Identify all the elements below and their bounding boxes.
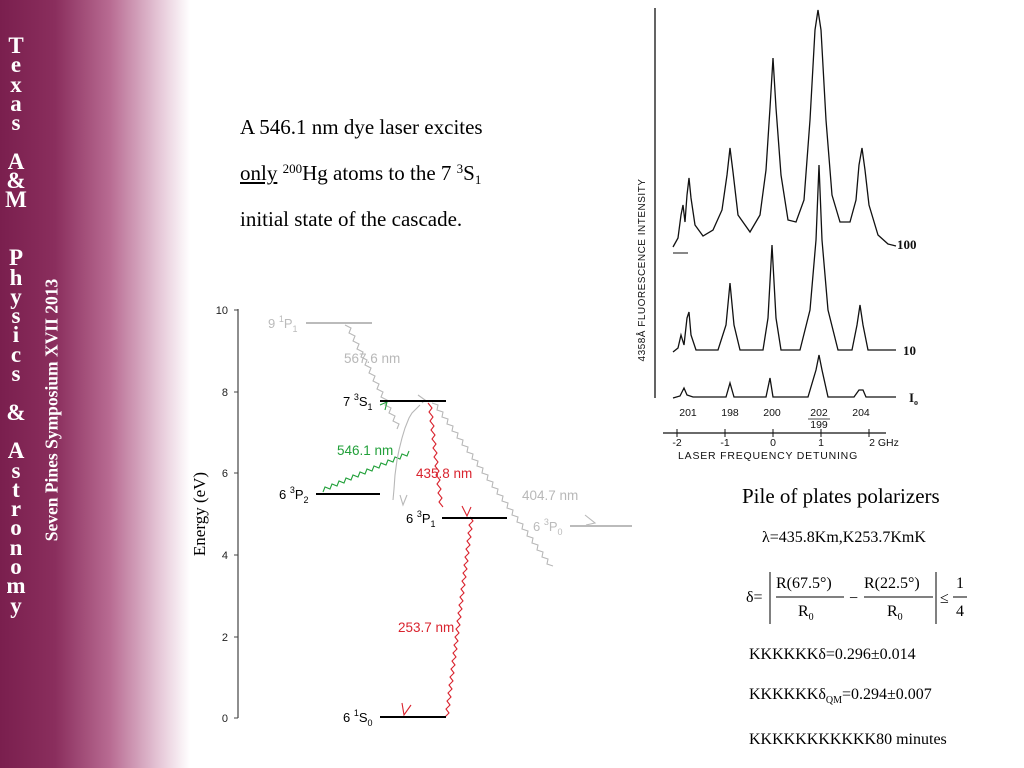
x-tick-label: 1 <box>818 437 824 449</box>
transition-label-436: 435.8 nm <box>416 466 472 481</box>
sidebar-banner: T e x a s A & M P h y s i c s & A s t r … <box>0 0 190 768</box>
level-label-6P2: 6 3P2 <box>279 485 309 505</box>
denominator-a: R0 <box>798 603 814 623</box>
level-label-9P1: 9 1P1 <box>268 314 298 334</box>
isotope-label: 204 <box>852 407 870 419</box>
delta-formula: δ= R(67.5°) R0 − R(22.5°) R0 ≤ 1 4 <box>746 572 967 624</box>
y-tick-label: 2 <box>222 632 228 644</box>
isotope-label: 201 <box>679 407 697 419</box>
y-tick-label: 8 <box>222 387 228 399</box>
transition-label-567: 567.6 nm <box>344 351 400 366</box>
intro-line-1: A 546.1 nm dye laser excites <box>240 115 483 139</box>
state-letter: S <box>463 161 475 185</box>
fraction-numerator: 1 <box>956 575 964 592</box>
y-tick-label: 4 <box>222 550 228 562</box>
fraction-denominator: 4 <box>956 603 964 620</box>
transition-546-wave <box>322 450 410 493</box>
trace-10-I0 <box>672 164 896 353</box>
spectrum-y-label: 4358Å FLUORESCENCE INTENSITY <box>635 179 648 362</box>
x-tick-label: -1 <box>720 437 729 449</box>
trace-I0 <box>672 354 896 399</box>
isotope-label: 198 <box>721 407 739 419</box>
transition-label-546: 546.1 nm <box>337 443 393 458</box>
y-axis-label: Energy (eV) <box>190 472 209 556</box>
transition-label-405: 404.7 nm <box>522 488 578 503</box>
y-tick-label: 0 <box>222 713 228 725</box>
measured-delta: KKKKKKδ=0.296±0.014 <box>749 646 916 663</box>
leq-sign: ≤ <box>940 590 949 607</box>
transition-567-wave <box>344 324 400 430</box>
numerator-b: R(22.5°) <box>864 575 920 592</box>
vertical-title: T e x a s A & M P h y s i c s & A s t r … <box>5 33 27 618</box>
qm-delta: KKKKKKδQM=0.294±0.007 <box>749 686 932 706</box>
level-label-6P0: 6 3P0 <box>533 517 563 537</box>
polarizers-title: Pile of plates polarizers <box>742 484 940 508</box>
energy-level-diagram: 10 8 6 4 2 0 Energy (eV) 9 1P1 7 3S1 6 3… <box>190 305 632 728</box>
level-label-6S0: 6 1S0 <box>343 708 373 728</box>
transition-405-wave <box>431 402 554 567</box>
element-text: Hg atoms to the 7 <box>302 161 457 185</box>
symposium-caption: Seven Pines Symposium XVII 2013 <box>41 278 62 542</box>
transition-436-wave <box>427 402 444 508</box>
fluorescence-spectrum-figure: 4358Å FLUORESCENCE INTENSITY 100 Io 10 I… <box>635 8 918 462</box>
denominator-b: R0 <box>887 603 903 623</box>
x-tick-label: -2 <box>672 437 681 449</box>
only-underlined: only <box>240 161 278 185</box>
y-tick-label: 6 <box>222 468 228 480</box>
delta-lhs: δ= <box>746 589 763 606</box>
transition-label-254: 253.7 nm <box>398 620 454 635</box>
transition-254-wave <box>444 516 474 718</box>
isotope-label-199: 199 <box>810 419 828 431</box>
level-label-7S1: 7 3S1 <box>343 392 373 412</box>
minus-sign: − <box>849 590 858 607</box>
intro-paragraph: A 546.1 nm dye laser excites only 200Hg … <box>240 104 560 242</box>
state-multiplicity: 3 <box>456 161 464 176</box>
trace-100-I0 <box>672 9 897 248</box>
isotope-label: 202 <box>810 407 828 419</box>
level-label-6P1: 6 3P1 <box>406 509 436 529</box>
state-j: 1 <box>474 172 482 187</box>
trace-label-10: 10 Io <box>903 343 918 360</box>
numerator-a: R(67.5°) <box>776 575 832 592</box>
measurement-time: KKKKKKKKKKK80 minutes <box>749 731 947 748</box>
x-tick-label: 0 <box>770 437 776 449</box>
x-tick-label: 2 GHz <box>869 437 899 449</box>
intro-line-3: initial state of the cascade. <box>240 207 463 231</box>
spectrum-x-label: LASER FREQUENCY DETUNING <box>678 450 858 462</box>
trace-label-1: Io <box>909 390 918 407</box>
mass-number: 200 <box>282 161 303 176</box>
intro-line-2: only 200Hg atoms to the 7 3S1 <box>240 150 560 196</box>
wavelength-line: λ=435.8Km,K253.7KmK <box>762 529 926 546</box>
trace-label-100: 100 Io <box>897 237 918 254</box>
isotope-label: 200 <box>763 407 781 419</box>
y-tick-label: 10 <box>216 305 228 317</box>
